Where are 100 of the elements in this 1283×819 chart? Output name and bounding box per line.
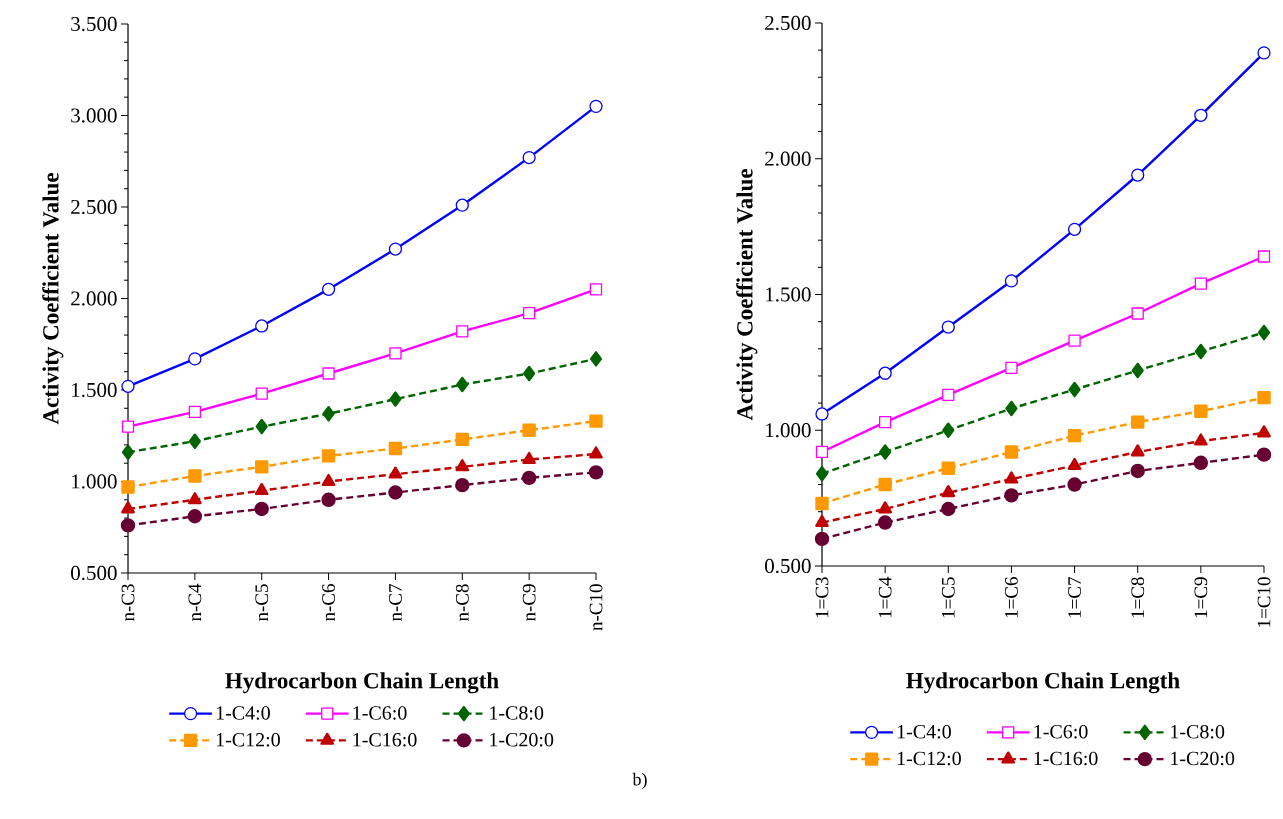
y-tick-label: 0.500	[71, 565, 117, 581]
legend-label: 1-C16:0	[1034, 751, 1098, 766]
legend-label: 1-C20:0	[1171, 751, 1235, 766]
point	[1194, 343, 1207, 360]
point	[815, 445, 829, 459]
x-axis-title: Hydrocarbon Chain Length	[906, 672, 1180, 694]
point	[589, 351, 603, 367]
point	[121, 420, 135, 433]
y-tick-label: 2.500	[765, 15, 811, 31]
point	[879, 444, 892, 460]
point	[388, 485, 403, 500]
point	[389, 347, 402, 360]
x-tick-label: n-C7	[389, 584, 402, 622]
y-axis-title: Activity Coefficient Value	[42, 173, 64, 425]
point	[255, 460, 269, 474]
text: b)	[632, 772, 647, 790]
point	[1004, 488, 1019, 503]
x-tick-label: n-C3	[121, 584, 135, 622]
point	[255, 319, 269, 333]
y-axis-title: Activity Coefficient Value	[736, 169, 758, 421]
y-tick-label: 3.000	[71, 108, 117, 123]
point	[389, 391, 402, 407]
point	[589, 283, 603, 296]
legend-label: 1-C20:0	[490, 733, 554, 747]
point	[1131, 362, 1144, 379]
point	[121, 480, 135, 494]
point	[388, 242, 403, 256]
point	[1067, 477, 1082, 492]
point	[1193, 455, 1209, 471]
point	[1005, 361, 1018, 374]
point	[814, 531, 830, 547]
point	[456, 325, 469, 338]
legend-label: 1-C6:0	[1034, 724, 1088, 739]
point	[1004, 274, 1019, 288]
point	[941, 501, 956, 517]
point	[388, 466, 403, 479]
point	[188, 352, 202, 366]
point	[1130, 444, 1145, 457]
x-tick-label: 1=C7	[1068, 577, 1081, 618]
point	[1068, 381, 1081, 398]
legend-label: 1-C6:0	[353, 706, 407, 720]
x-tick-label: n-C8	[455, 584, 469, 622]
x-tick-label: 1=C9	[1194, 577, 1208, 618]
point	[878, 501, 892, 514]
point	[941, 461, 955, 475]
y-tick-label: 3.500	[71, 16, 117, 32]
y-tick-label: 2.000	[765, 151, 811, 166]
legend-label: 1-C8:0	[490, 706, 544, 720]
point	[1130, 463, 1145, 479]
point	[879, 415, 892, 429]
point	[878, 477, 892, 492]
point	[120, 518, 136, 533]
point	[941, 320, 955, 334]
point	[1068, 334, 1081, 347]
point	[522, 451, 536, 464]
y-tick-label: 1.500	[72, 382, 117, 398]
point	[456, 376, 469, 393]
point	[254, 482, 269, 496]
point	[589, 99, 603, 113]
point	[1257, 250, 1271, 263]
legend-label: 1-C12:0	[897, 751, 961, 766]
legend-label: 1-C8:0	[1171, 724, 1225, 739]
point	[1004, 445, 1019, 459]
x-tick-label: 1=C3	[815, 577, 829, 618]
point	[1067, 428, 1082, 443]
point	[187, 509, 203, 524]
point	[1131, 307, 1144, 320]
x-tick-label: n-C9	[522, 584, 536, 622]
point	[121, 501, 135, 514]
point	[121, 379, 135, 393]
point	[522, 306, 536, 320]
point	[877, 515, 893, 530]
point	[1194, 108, 1208, 122]
point	[321, 492, 336, 507]
legend-label: 1-C12:0	[216, 733, 280, 747]
point	[322, 406, 335, 422]
point	[522, 150, 536, 165]
point	[455, 459, 470, 472]
point	[321, 473, 336, 486]
y-tick-label: 2.500	[71, 199, 117, 215]
point	[815, 407, 829, 421]
point	[1131, 415, 1145, 429]
y-tick-label: 2.000	[71, 291, 117, 306]
x-tick-label: 1=C5	[941, 577, 955, 618]
legend-label: 1-C4:0	[897, 724, 951, 739]
point	[878, 366, 892, 380]
point	[322, 367, 335, 380]
point	[521, 470, 537, 486]
point	[321, 282, 336, 296]
point	[255, 418, 268, 435]
point	[815, 496, 829, 511]
point	[1005, 400, 1018, 417]
point	[1194, 404, 1208, 418]
point	[254, 501, 269, 517]
point	[121, 444, 135, 460]
point	[589, 446, 603, 459]
point	[522, 423, 536, 437]
point	[1257, 425, 1271, 438]
point	[1131, 168, 1145, 182]
point	[321, 449, 336, 463]
